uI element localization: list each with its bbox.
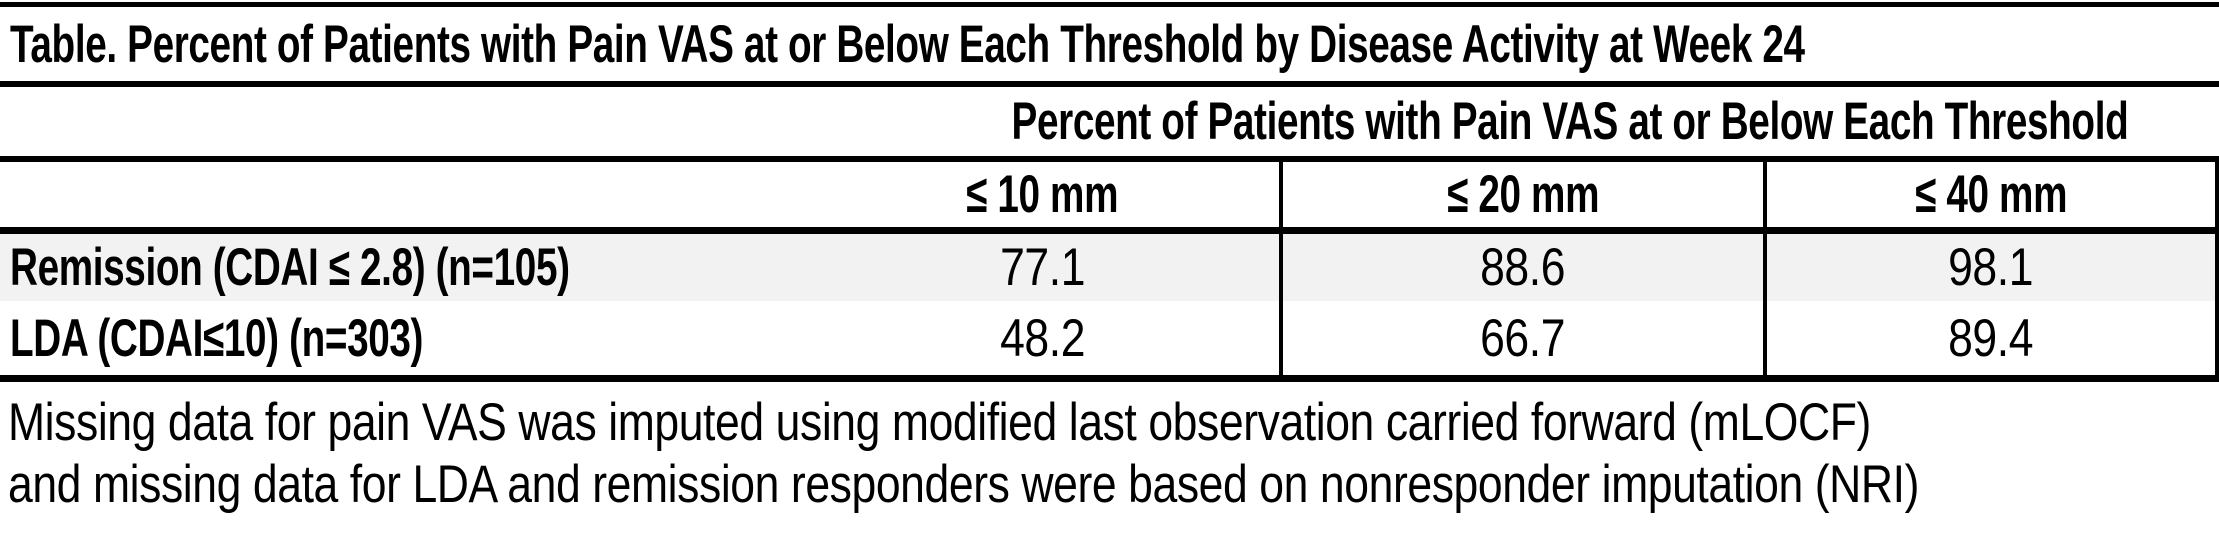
data-cell: 66.7: [1279, 301, 1765, 382]
data-cell: 88.6: [1279, 230, 1765, 301]
footnote: Missing data for pain VAS was imputed us…: [0, 382, 2219, 516]
value-lda-le40: 89.4: [1948, 308, 2034, 368]
title-row: Table. Percent of Patients with Pain VAS…: [0, 7, 2219, 87]
footnote-line-1-row: Missing data for pain VAS was imputed us…: [8, 392, 2219, 454]
value-remission-le20: 88.6: [1480, 238, 1566, 297]
data-cell: 77.1: [804, 230, 1282, 301]
spanning-header-row: Percent of Patients with Pain VAS at or …: [0, 87, 2217, 162]
column-header-le40-label: ≤ 40 mm: [1914, 165, 2067, 224]
value-lda-le10: 48.2: [999, 308, 1085, 368]
table-title: Table. Percent of Patients with Pain VAS…: [10, 14, 1805, 74]
table-figure: Table. Percent of Patients with Pain VAS…: [0, 2, 2219, 516]
table-row-lda: LDA (CDAI≤10) (n=303) 48.2 66.7 89.4: [0, 301, 2219, 382]
column-header-cell-le10: ≤ 10 mm: [804, 159, 1282, 234]
data-cell: 89.4: [1762, 301, 2219, 382]
row-label-cell: Remission (CDAI ≤ 2.8) (n=105): [0, 230, 805, 301]
footnote-line-1: Missing data for pain VAS was imputed us…: [8, 393, 1871, 452]
row-label-cell: LDA (CDAI≤10) (n=303): [0, 301, 805, 382]
data-cell: 48.2: [804, 301, 1282, 382]
row-label-lda: LDA (CDAI≤10) (n=303): [10, 308, 424, 368]
empty-header-cell: [0, 159, 805, 234]
value-remission-le10: 77.1: [999, 238, 1085, 297]
column-header-le20-label: ≤ 20 mm: [1447, 165, 1600, 224]
spanning-header-spacer-cell: [0, 87, 805, 162]
column-header-cell-le40: ≤ 40 mm: [1762, 159, 2219, 234]
value-lda-le20: 66.7: [1480, 308, 1566, 368]
column-header-row: ≤ 10 mm ≤ 20 mm ≤ 40 mm: [0, 159, 2219, 234]
footnote-line-2: and missing data for LDA and remission r…: [8, 455, 1919, 514]
column-header-le10-label: ≤ 10 mm: [966, 165, 1119, 224]
row-label-remission: Remission (CDAI ≤ 2.8) (n=105): [10, 238, 570, 297]
column-header-cell-le20: ≤ 20 mm: [1279, 159, 1765, 234]
spanning-header-label: Percent of Patients with Pain VAS at or …: [1011, 92, 2129, 151]
spanning-header-cell: Percent of Patients with Pain VAS at or …: [804, 87, 2217, 162]
value-remission-le40: 98.1: [1948, 238, 2034, 297]
data-cell: 98.1: [1762, 230, 2219, 301]
table-row-remission: Remission (CDAI ≤ 2.8) (n=105) 77.1 88.6…: [0, 230, 2219, 301]
data-table: Percent of Patients with Pain VAS at or …: [0, 87, 2219, 382]
footnote-line-2-row: and missing data for LDA and remission r…: [8, 454, 2219, 516]
